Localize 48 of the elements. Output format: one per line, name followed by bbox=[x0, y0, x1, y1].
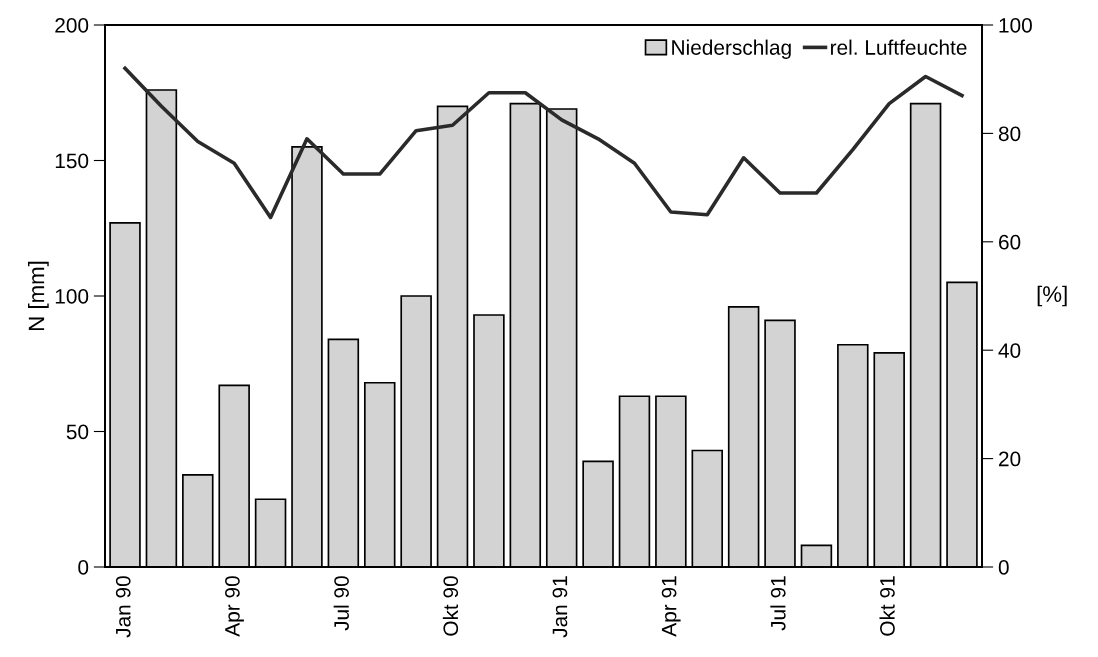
bar bbox=[109, 221, 141, 567]
y2-tick-label: 100 bbox=[999, 18, 1032, 33]
bar bbox=[946, 281, 978, 567]
y2-axis-title: [%] bbox=[1037, 285, 1067, 307]
bar bbox=[145, 89, 178, 567]
bar bbox=[218, 384, 250, 567]
y2-tick-label: 60 bbox=[999, 234, 1021, 250]
bar bbox=[363, 381, 396, 567]
bar bbox=[291, 146, 323, 567]
bar bbox=[873, 352, 905, 567]
bar bbox=[655, 395, 687, 567]
x-tick-label: Jul 91 bbox=[770, 576, 786, 631]
x-tick-label: Okt 90 bbox=[442, 576, 459, 636]
bar bbox=[727, 306, 760, 567]
y-tick-label: 150 bbox=[55, 153, 89, 169]
bar bbox=[618, 395, 651, 567]
y-tick-label: 100 bbox=[55, 289, 89, 304]
legend-label: rel. Luftfeuchte bbox=[830, 39, 967, 55]
x-tick-label: Jul 90 bbox=[333, 576, 349, 631]
y-tick-label: 50 bbox=[66, 424, 89, 440]
bar bbox=[582, 460, 614, 567]
y2-tick-label: 20 bbox=[999, 451, 1021, 467]
bar bbox=[909, 102, 942, 567]
x-tick-label: Apr 90 bbox=[225, 576, 244, 637]
bar bbox=[764, 319, 796, 567]
bar bbox=[509, 102, 542, 567]
x-tick-label: Jan 91 bbox=[552, 576, 568, 638]
x-tick-label: Okt 91 bbox=[879, 576, 895, 636]
x-tick-label: Jan 90 bbox=[115, 576, 131, 638]
bar bbox=[182, 474, 214, 567]
bar bbox=[400, 295, 432, 567]
bar bbox=[545, 108, 578, 567]
bar bbox=[691, 449, 724, 567]
line-series bbox=[123, 66, 964, 220]
y-tick-label: 200 bbox=[55, 18, 89, 33]
x-tick-label: Apr 91 bbox=[661, 576, 681, 637]
bar bbox=[473, 314, 505, 567]
y2-tick-label: 40 bbox=[998, 343, 1021, 358]
bar bbox=[837, 343, 869, 567]
bar bbox=[254, 498, 287, 567]
y-tick-label: 0 bbox=[78, 560, 89, 575]
bar bbox=[800, 544, 833, 567]
bar bbox=[436, 105, 469, 567]
y2-tick-label: 0 bbox=[998, 560, 1009, 575]
bar bbox=[327, 338, 360, 567]
legend-label: Niederschlag bbox=[672, 39, 791, 59]
y-axis-title: N [mm] bbox=[28, 261, 49, 330]
y2-tick-label: 80 bbox=[998, 126, 1021, 142]
